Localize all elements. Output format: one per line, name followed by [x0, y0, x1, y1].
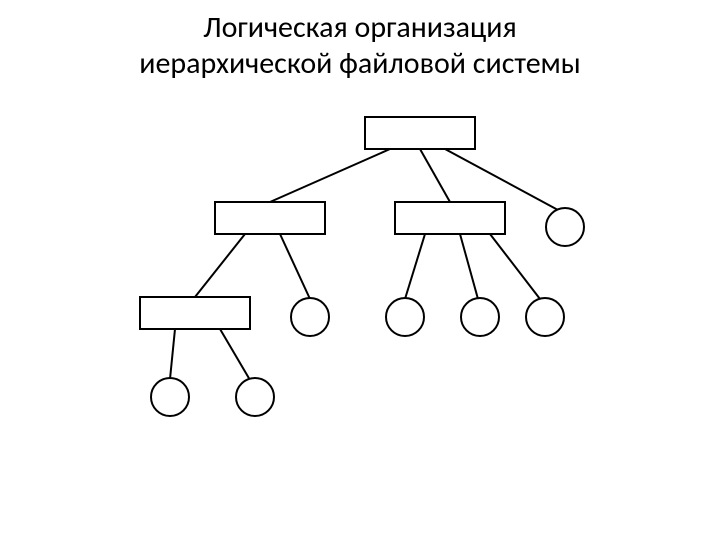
- diagram-container: [0, 112, 720, 432]
- edge-root-d2: [420, 149, 450, 202]
- node-f5: [526, 298, 564, 336]
- edge-root-f1: [445, 149, 558, 210]
- node-f2: [291, 298, 329, 336]
- node-f1: [546, 208, 584, 246]
- tree-diagram: [120, 112, 600, 432]
- title-line-1: Логическая организация: [0, 10, 720, 46]
- node-f3: [386, 298, 424, 336]
- edge-d2-f3: [405, 234, 425, 299]
- edge-d1-d3: [195, 234, 245, 297]
- title-line-2: иерархической файловой системы: [0, 46, 720, 82]
- node-d3: [140, 297, 250, 329]
- node-d2: [395, 202, 505, 234]
- edge-d3-f7: [220, 329, 250, 380]
- node-f4: [461, 298, 499, 336]
- edge-d2-f4: [460, 234, 478, 299]
- edge-d3-f6: [170, 329, 175, 379]
- node-f6: [151, 378, 189, 416]
- edge-d1-f2: [280, 234, 310, 299]
- page-title: Логическая организация иерархической фай…: [0, 0, 720, 82]
- node-f7: [236, 378, 274, 416]
- edge-d2-f5: [490, 234, 540, 299]
- node-root: [365, 117, 475, 149]
- node-d1: [215, 202, 325, 234]
- edge-root-d1: [270, 149, 390, 202]
